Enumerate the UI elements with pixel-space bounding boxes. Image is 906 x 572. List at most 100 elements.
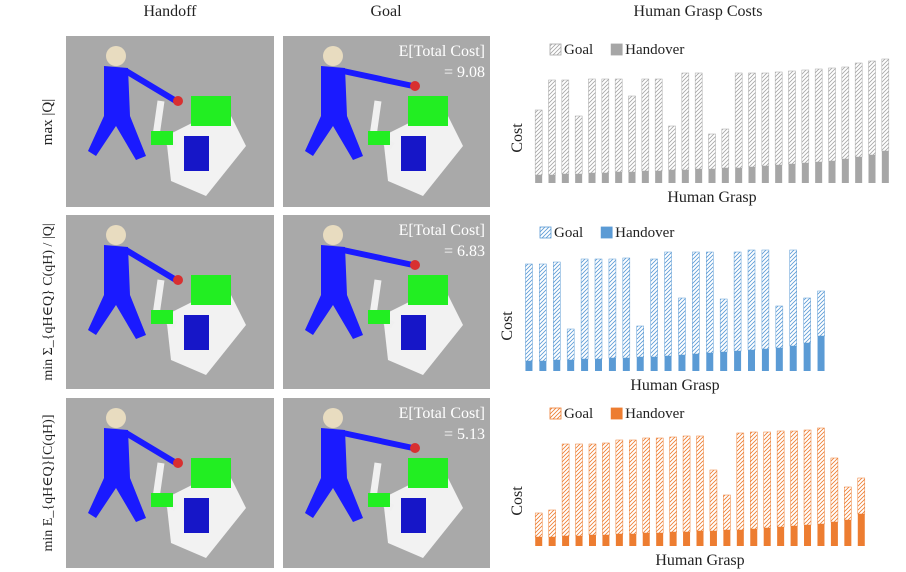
bar-segment bbox=[692, 354, 699, 371]
bar-segment bbox=[549, 510, 556, 537]
bar-segment bbox=[829, 68, 836, 161]
bar-segment bbox=[682, 73, 689, 170]
bar-segment bbox=[562, 80, 569, 174]
bar-segment bbox=[655, 79, 662, 171]
bar-segment bbox=[818, 291, 825, 336]
figure-canvas: Handoff Goal Human Grasp Costs max |Q| m… bbox=[0, 0, 906, 572]
bar-segment bbox=[669, 170, 676, 183]
bar-segment bbox=[710, 470, 717, 531]
x-axis-label: Human Grasp bbox=[655, 552, 744, 569]
bar-segment bbox=[615, 172, 622, 183]
bar-segment bbox=[817, 524, 824, 546]
annotation-label: E[Total Cost] bbox=[399, 222, 485, 239]
human-head bbox=[323, 408, 343, 428]
legend-swatch bbox=[550, 408, 561, 419]
bar-segment bbox=[535, 537, 542, 546]
bar-segment bbox=[535, 513, 542, 537]
bar-segment bbox=[815, 69, 822, 162]
annotation-value: = 5.13 bbox=[444, 426, 485, 443]
bar-segment bbox=[629, 440, 636, 534]
legend-swatch bbox=[540, 227, 551, 238]
bar-segment bbox=[710, 531, 717, 546]
bar-segment bbox=[844, 487, 851, 520]
bar-segment bbox=[709, 169, 716, 183]
robot-link bbox=[368, 131, 390, 145]
bar-segment bbox=[656, 438, 663, 533]
bar-segment bbox=[882, 59, 889, 151]
bar-segment bbox=[855, 157, 862, 183]
bar-segment bbox=[683, 532, 690, 546]
bar-segment bbox=[575, 116, 582, 174]
bar-segment bbox=[615, 79, 622, 172]
bar-segment bbox=[549, 175, 556, 183]
y-axis-label: Cost bbox=[509, 123, 526, 153]
bar-segment bbox=[539, 264, 546, 361]
robot-top bbox=[191, 96, 231, 126]
bar-segment bbox=[553, 262, 560, 360]
robot-link bbox=[151, 310, 173, 324]
bar-segment bbox=[802, 70, 809, 163]
bar-segment bbox=[581, 259, 588, 359]
figure: Handoff Goal Human Grasp Costs max |Q| m… bbox=[0, 0, 906, 572]
bar-segment bbox=[829, 161, 836, 183]
bar-segment bbox=[762, 166, 769, 183]
bar-segment bbox=[776, 348, 783, 371]
robot-link bbox=[151, 131, 173, 145]
legend-swatch bbox=[601, 227, 612, 238]
bar-segment bbox=[595, 359, 602, 371]
bar-segment bbox=[562, 174, 569, 183]
bar-segment bbox=[623, 258, 630, 358]
bar-segment bbox=[831, 522, 838, 546]
bar-segment bbox=[637, 326, 644, 357]
bar-segment bbox=[882, 151, 889, 183]
bar-segment bbox=[643, 438, 650, 533]
bar-segment bbox=[722, 168, 729, 183]
object bbox=[410, 81, 420, 91]
bar-segment bbox=[525, 264, 532, 361]
bar-segment bbox=[595, 259, 602, 359]
bar-segment bbox=[525, 361, 532, 371]
bar-segment bbox=[589, 535, 596, 546]
bar-segment bbox=[629, 172, 636, 183]
bar-segment bbox=[734, 351, 741, 371]
bar-segment bbox=[706, 353, 713, 371]
y-axis-label: Cost bbox=[499, 311, 516, 341]
scene-background bbox=[66, 36, 274, 207]
bar-segment bbox=[735, 168, 742, 183]
bar-segment bbox=[804, 525, 811, 546]
x-axis-label: Human Grasp bbox=[667, 189, 756, 206]
annotation-label: E[Total Cost] bbox=[399, 43, 485, 60]
bar-segment bbox=[616, 534, 623, 546]
bar-segment bbox=[589, 444, 596, 535]
bar-segment bbox=[720, 299, 727, 352]
legend-swatch bbox=[611, 44, 622, 55]
bar-segment bbox=[804, 430, 811, 525]
robot-body bbox=[184, 498, 209, 533]
bar-segment bbox=[697, 531, 704, 546]
bar-segment bbox=[553, 360, 560, 371]
bar-segment bbox=[723, 530, 730, 546]
bar-segment bbox=[737, 433, 744, 530]
object bbox=[173, 458, 183, 468]
row-label: min E_{qH∈Q}[C(qH)] bbox=[41, 415, 56, 552]
robot-body bbox=[401, 136, 426, 171]
bar-segment bbox=[629, 534, 636, 546]
scene-background bbox=[66, 398, 274, 568]
bar-segment bbox=[764, 528, 771, 546]
human-head bbox=[106, 46, 126, 66]
bar-segment bbox=[720, 352, 727, 371]
bar-segment bbox=[665, 252, 672, 356]
bar-segment bbox=[762, 250, 769, 349]
bar-segment bbox=[642, 79, 649, 171]
bar-segment bbox=[762, 73, 769, 166]
scene-background bbox=[283, 36, 490, 207]
bar-segment bbox=[678, 355, 685, 371]
row-label: max |Q| bbox=[40, 99, 56, 145]
robot-top bbox=[191, 458, 231, 488]
bar-segment bbox=[869, 155, 876, 183]
bar-segment bbox=[539, 361, 546, 371]
bar-segment bbox=[589, 173, 596, 183]
column-header: Human Grasp Costs bbox=[634, 3, 763, 20]
robot-body bbox=[401, 315, 426, 350]
legend-swatch bbox=[611, 408, 622, 419]
